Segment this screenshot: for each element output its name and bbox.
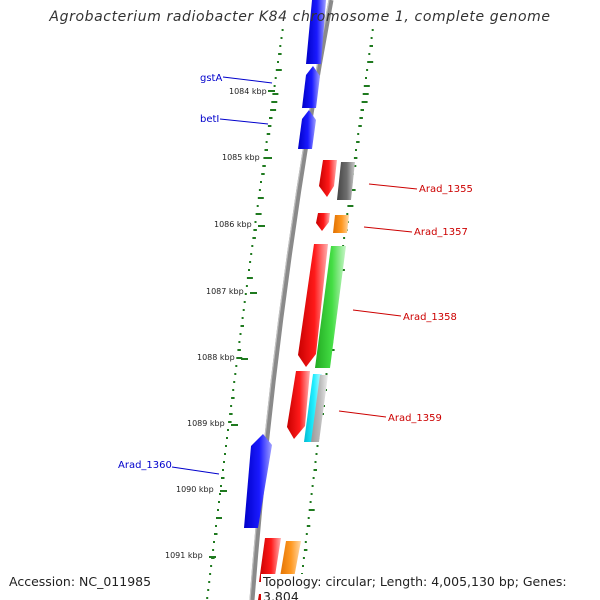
leader-line-Arad_1357 [363,226,413,233]
gene-feature-red-1357a[interactable] [316,213,330,231]
genome-summary-text: Topology: circular; Length: 4,005,130 bp… [261,574,600,600]
kbp-label-1091: 1091 kbp [165,551,203,560]
gene-label-betI[interactable]: betI [200,114,219,125]
gene-label-gstA[interactable]: gstA [200,73,222,84]
gene-feature-betI[interactable] [298,110,316,149]
inner-gene-track [244,0,337,600]
leader-line-Arad_1360 [171,466,220,475]
kbp-label-1084: 1084 kbp [229,87,267,96]
gene-feature-gstA[interactable] [302,66,320,108]
kbp-label-1090: 1090 kbp [176,485,214,494]
kbp-label-1085: 1085 kbp [222,153,260,162]
gene-feature-orange-bottom[interactable] [279,541,301,583]
gene-feature-red-1358a[interactable] [298,244,328,367]
kbp-label-1087: 1087 kbp [206,287,244,296]
gene-feature-lightgray-1359[interactable] [311,375,328,442]
gene-feature-blue-top[interactable] [306,0,326,64]
leader-line-betI [219,118,269,125]
gene-feature-red-1355a[interactable] [319,160,337,197]
kbp-label-1088: 1088 kbp [197,353,235,362]
kbp-label-1089: 1089 kbp [187,419,225,428]
label-leaders [171,76,418,475]
outer-gene-track [277,162,355,600]
gene-label-Arad_1355[interactable]: Arad_1355 [419,184,473,195]
gene-label-Arad_1357[interactable]: Arad_1357 [414,227,468,238]
gene-feature-gray-1355[interactable] [337,162,355,200]
gene-labels: gstA betI Arad_1355 Arad_1357 Arad_1358 … [118,73,473,471]
map-title: Agrobacterium radiobacter K84 chromosome… [49,9,551,25]
gene-feature-cyan-1359[interactable] [304,374,322,442]
gc-content-track [206,29,374,599]
gene-feature-Arad_1360[interactable] [244,434,272,528]
leader-line-gstA [222,76,273,84]
gene-feature-red-bottom[interactable] [259,538,281,582]
gene-label-Arad_1359[interactable]: Arad_1359 [388,413,442,424]
gene-feature-orange-1357[interactable] [333,215,349,233]
leader-line-Arad_1359 [338,410,387,418]
leader-line-Arad_1358 [352,309,402,317]
kbp-label-1086: 1086 kbp [214,220,252,229]
leader-line-Arad_1355 [368,183,418,190]
gene-label-Arad_1360[interactable]: Arad_1360 [118,460,172,471]
gene-feature-green-1358[interactable] [315,246,346,368]
kbp-scale: 1084 kbp 1085 kbp 1086 kbp 1087 kbp 1088… [165,87,275,560]
gene-label-Arad_1358[interactable]: Arad_1358 [403,312,457,323]
gene-feature-red-1359a[interactable] [287,371,310,439]
accession-text: Accession: NC_011985 [9,574,152,589]
